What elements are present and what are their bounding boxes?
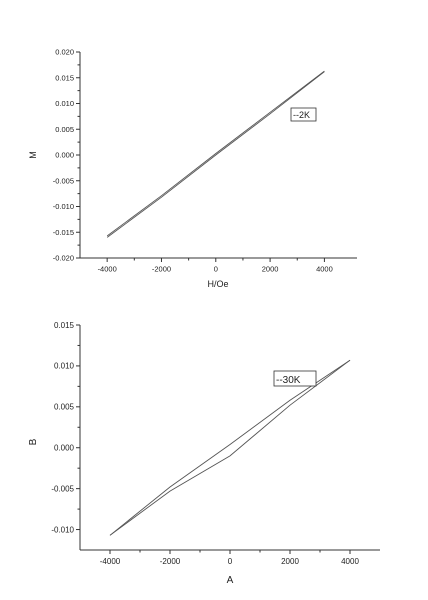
series-line-2 (106, 71, 325, 238)
x-tick-label: 0 (228, 557, 233, 566)
y-tick-label: -0.010 (51, 525, 74, 534)
series-line-1 (109, 359, 351, 536)
y-tick-label: -0.005 (53, 176, 74, 185)
x-tick-label: 4000 (316, 265, 333, 274)
y-tick-label: 0.020 (55, 48, 74, 57)
y-tick-label: 0.010 (54, 362, 75, 371)
series-line-2 (109, 359, 351, 536)
y-tick-label: -0.020 (53, 254, 74, 263)
y-axis-label: B (28, 438, 39, 445)
chart-2: -4000 -2000 0 2000 4000 -0.010 -0.005 0.000 0.00… (28, 321, 380, 586)
x-tick-label: 4000 (341, 557, 359, 566)
x-tick-label: -4000 (100, 557, 121, 566)
y-tick-label: 0.010 (55, 99, 74, 108)
x-axis-label: H/Oe (207, 279, 228, 289)
y-tick-label: 0.015 (55, 73, 74, 82)
y-tick-label: 0.000 (55, 151, 74, 160)
y-axis-label: M (28, 151, 38, 159)
x-tick-label: -2000 (152, 265, 171, 274)
x-tick-label: 0 (214, 265, 218, 274)
y-tick-label: -0.015 (53, 228, 74, 237)
x-tick-label: 2000 (281, 557, 299, 566)
y-tick-label: 0.015 (54, 321, 75, 330)
legend-label: --30K (276, 375, 301, 386)
legend-box (273, 370, 317, 387)
y-tick-label: -0.005 (51, 484, 74, 493)
series-line-1 (106, 70, 325, 237)
y-tick-label: -0.010 (53, 202, 74, 211)
y-tick-label: 0.005 (55, 125, 74, 134)
y-tick-label: 0.005 (54, 403, 75, 412)
legend-box (290, 107, 317, 122)
x-axis-label: A (227, 575, 234, 586)
x-tick-label: 2000 (262, 265, 279, 274)
x-tick-label: -2000 (160, 557, 181, 566)
legend-label: --2K (293, 110, 310, 120)
y-tick-label: 0.000 (54, 444, 75, 453)
x-tick-label: -4000 (98, 265, 117, 274)
chart-1: -4000 -2000 0 2000 4000 -0.020 -0.015 -0.010 -0.… (28, 48, 357, 289)
